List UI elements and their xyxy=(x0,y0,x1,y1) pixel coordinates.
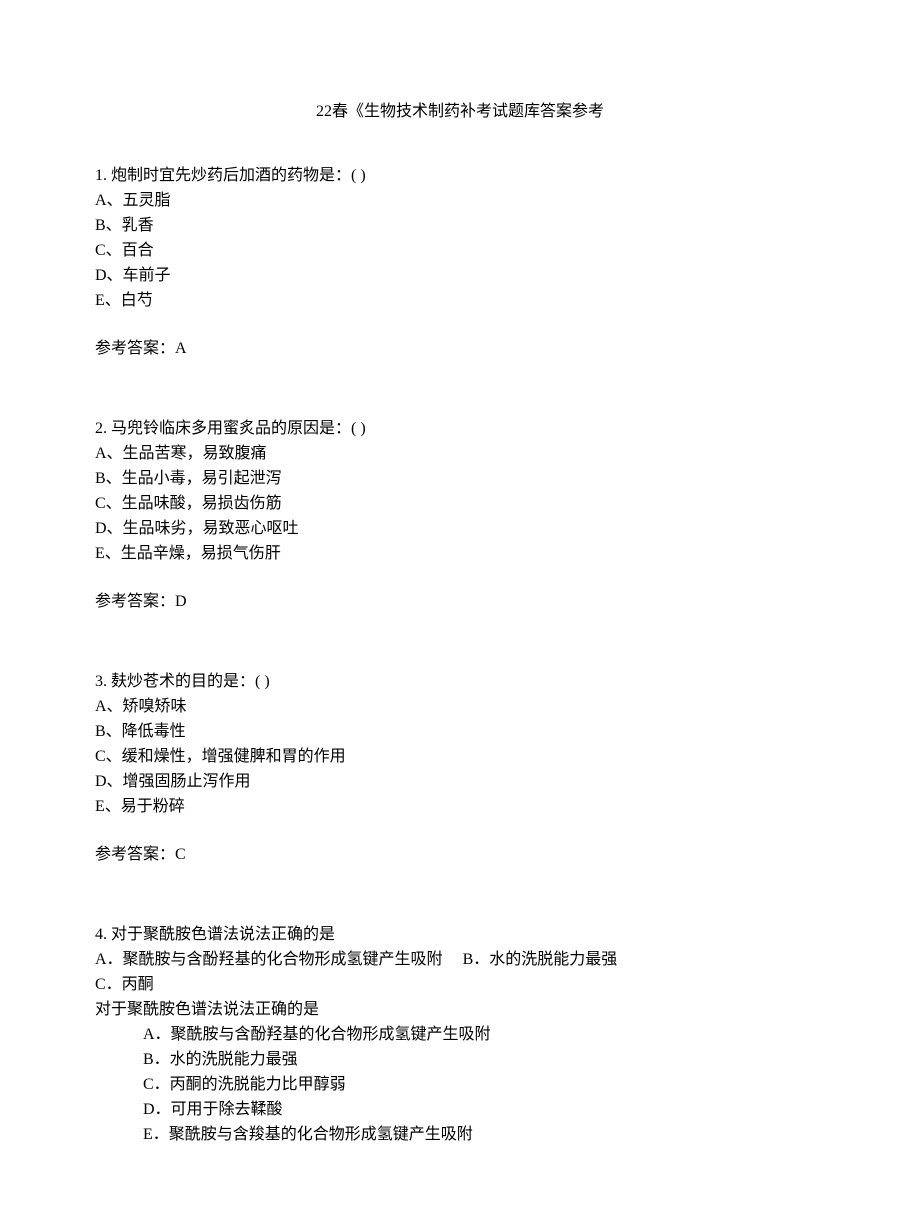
question-4: 4. 对于聚酰胺色谱法说法正确的是 A．聚酰胺与含酚羟基的化合物形成氢键产生吸附… xyxy=(95,923,825,1147)
sub-options: A．聚酰胺与含酚羟基的化合物形成氢键产生吸附 B．水的洗脱能力最强 C．丙酮的洗… xyxy=(95,1023,825,1147)
option-a-inline: A．聚酰胺与含酚羟基的化合物形成氢键产生吸附 xyxy=(95,948,443,972)
option-c: C、缓和燥性，增强健脾和胃的作用 xyxy=(95,745,825,769)
option-a: A、生品苦寒，易致腹痛 xyxy=(95,442,825,466)
document-title: 22春《生物技术制药补考试题库答案参考 xyxy=(95,100,825,124)
option-c: C、百合 xyxy=(95,239,825,263)
option-b: B、降低毒性 xyxy=(95,720,825,744)
option-a: A、五灵脂 xyxy=(95,189,825,213)
option-c: C、生品味酸，易损齿伤筋 xyxy=(95,492,825,516)
question-stem: 3. 麸炒苍术的目的是：( ) xyxy=(95,670,825,694)
question-1: 1. 炮制时宜先炒药后加酒的药物是：( ) A、五灵脂 B、乳香 C、百合 D、… xyxy=(95,164,825,361)
inline-options: A．聚酰胺与含酚羟基的化合物形成氢键产生吸附 B．水的洗脱能力最强 xyxy=(95,948,825,972)
option-b: B、乳香 xyxy=(95,214,825,238)
answer-label: 参考答案：D xyxy=(95,590,825,614)
answer-label: 参考答案：A xyxy=(95,337,825,361)
question-3: 3. 麸炒苍术的目的是：( ) A、矫嗅矫味 B、降低毒性 C、缓和燥性，增强健… xyxy=(95,670,825,867)
option-d: D、车前子 xyxy=(95,264,825,288)
question-repeat: 对于聚酰胺色谱法说法正确的是 xyxy=(95,998,825,1022)
option-d: D、增强固肠止泻作用 xyxy=(95,770,825,794)
option-d: D、生品味劣，易致恶心呕吐 xyxy=(95,517,825,541)
question-stem: 2. 马兜铃临床多用蜜炙品的原因是：( ) xyxy=(95,417,825,441)
option-e: E、生品辛燥，易损气伤肝 xyxy=(95,542,825,566)
question-stem: 4. 对于聚酰胺色谱法说法正确的是 xyxy=(95,923,825,947)
sub-option-b: B．水的洗脱能力最强 xyxy=(143,1048,825,1072)
sub-option-a: A．聚酰胺与含酚羟基的化合物形成氢键产生吸附 xyxy=(143,1023,825,1047)
option-a: A、矫嗅矫味 xyxy=(95,695,825,719)
option-b: B、生品小毒，易引起泄泻 xyxy=(95,467,825,491)
option-e: E、白芍 xyxy=(95,289,825,313)
option-b-inline: B．水的洗脱能力最强 xyxy=(463,948,618,972)
option-c-inline: C．丙酮 xyxy=(95,973,825,997)
sub-option-c: C．丙酮的洗脱能力比甲醇弱 xyxy=(143,1073,825,1097)
question-stem: 1. 炮制时宜先炒药后加酒的药物是：( ) xyxy=(95,164,825,188)
option-e: E、易于粉碎 xyxy=(95,795,825,819)
sub-option-d: D．可用于除去鞣酸 xyxy=(143,1098,825,1122)
answer-label: 参考答案：C xyxy=(95,843,825,867)
sub-option-e: E．聚酰胺与含羧基的化合物形成氢键产生吸附 xyxy=(143,1123,825,1147)
question-2: 2. 马兜铃临床多用蜜炙品的原因是：( ) A、生品苦寒，易致腹痛 B、生品小毒… xyxy=(95,417,825,614)
